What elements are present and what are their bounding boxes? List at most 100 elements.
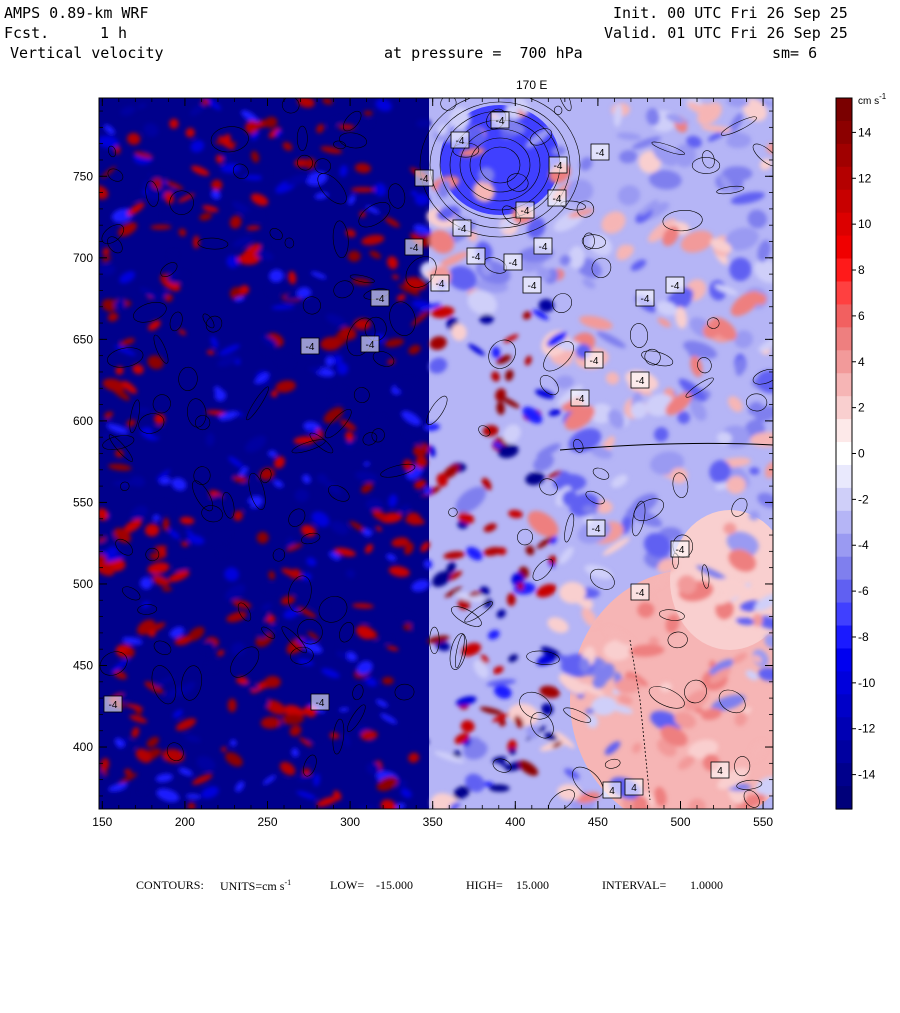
contour-line <box>454 634 465 669</box>
velocity-cell <box>316 796 338 807</box>
velocity-cell <box>591 696 617 716</box>
velocity-cell <box>262 774 277 785</box>
contour-line <box>685 377 714 398</box>
velocity-cell <box>185 793 202 800</box>
velocity-cell <box>364 543 374 554</box>
velocity-cell <box>218 547 228 557</box>
colorbar-swatch <box>836 648 852 672</box>
contour-label: -4 <box>430 274 450 292</box>
svg-text:-4: -4 <box>641 294 650 305</box>
velocity-cell <box>643 532 672 558</box>
svg-text:-4: -4 <box>496 116 505 127</box>
velocity-cell <box>637 601 655 618</box>
velocity-cell <box>400 788 412 799</box>
velocity-cell <box>429 336 447 350</box>
velocity-cell <box>229 215 242 229</box>
velocity-cell <box>111 208 134 223</box>
velocity-cell <box>233 510 243 521</box>
velocity-cell <box>444 586 462 598</box>
velocity-cell <box>558 546 574 565</box>
contour-line <box>260 468 272 484</box>
velocity-cell <box>241 110 259 124</box>
velocity-cell <box>208 530 231 545</box>
colorbar-swatch <box>836 717 852 741</box>
contour-line <box>333 280 354 299</box>
velocity-cell <box>455 486 486 514</box>
velocity-cell <box>169 626 185 638</box>
velocity-cell <box>628 644 665 657</box>
velocity-cell <box>411 300 430 308</box>
colorbar-tick-label: -14 <box>858 768 876 782</box>
contour-line <box>291 439 326 454</box>
contour-line <box>506 173 529 192</box>
velocity-cell <box>423 559 433 569</box>
velocity-cell <box>749 467 760 475</box>
velocity-cell <box>251 131 260 141</box>
velocity-cell <box>315 428 324 440</box>
velocity-cell <box>513 98 530 114</box>
velocity-cell <box>639 199 659 216</box>
contour-line <box>169 311 183 332</box>
contour-line <box>332 220 349 259</box>
colorbar-swatch <box>836 625 852 650</box>
velocity-cell <box>239 285 250 295</box>
velocity-cell <box>154 413 166 425</box>
velocity-cell <box>710 238 732 253</box>
velocity-cell <box>446 561 456 574</box>
contour-lines <box>99 98 773 809</box>
velocity-cell <box>150 224 172 230</box>
velocity-cell <box>483 523 497 533</box>
velocity-cell <box>714 284 739 296</box>
contour-line <box>151 665 177 705</box>
velocity-cell <box>502 424 521 444</box>
contour-line <box>405 256 437 288</box>
velocity-cell <box>260 716 281 729</box>
velocity-cell <box>709 667 731 684</box>
velocity-cell <box>726 476 746 494</box>
velocity-cell <box>398 284 420 296</box>
velocity-cell <box>103 418 111 425</box>
velocity-cell <box>233 475 247 483</box>
velocity-cell <box>374 637 392 645</box>
contour-line <box>697 357 712 374</box>
velocity-cell <box>250 193 269 206</box>
velocity-cell <box>525 545 535 556</box>
velocity-cell <box>361 234 385 246</box>
velocity-cell <box>582 278 596 289</box>
velocity-cell <box>493 666 504 675</box>
contour-line <box>202 313 215 329</box>
velocity-cell <box>175 718 197 731</box>
velocity-cell <box>360 482 374 494</box>
velocity-cell <box>568 208 594 218</box>
contour-line <box>287 575 312 613</box>
velocity-cell <box>735 617 755 626</box>
velocity-cell <box>678 378 707 402</box>
forecast-hour: 1 h <box>100 24 128 42</box>
svg-text:-4: -4 <box>676 545 685 556</box>
contour-line <box>246 386 269 421</box>
velocity-cell <box>426 635 450 644</box>
colorbar-swatch <box>836 373 852 397</box>
svg-text:4: 4 <box>631 783 637 794</box>
velocity-cell <box>271 304 295 310</box>
contour-label: -4 <box>630 583 650 601</box>
velocity-cell <box>735 357 745 376</box>
contour-line <box>752 369 773 385</box>
contour-line <box>517 528 533 546</box>
velocity-cell <box>604 741 621 755</box>
contour-label: -4 <box>452 219 472 237</box>
velocity-cell <box>325 481 341 495</box>
svg-text:-4: -4 <box>472 252 481 263</box>
velocity-cell <box>308 367 323 372</box>
velocity-cell <box>726 98 749 108</box>
velocity-cell <box>316 123 325 134</box>
velocity-cell <box>375 98 392 112</box>
velocity-cell <box>147 355 164 370</box>
velocity-cell <box>331 354 343 365</box>
velocity-cell <box>617 694 633 705</box>
velocity-cell <box>366 762 380 775</box>
contour-line <box>488 339 516 369</box>
velocity-cell <box>293 436 314 445</box>
velocity-cell <box>101 338 124 348</box>
velocity-cell <box>447 266 477 291</box>
